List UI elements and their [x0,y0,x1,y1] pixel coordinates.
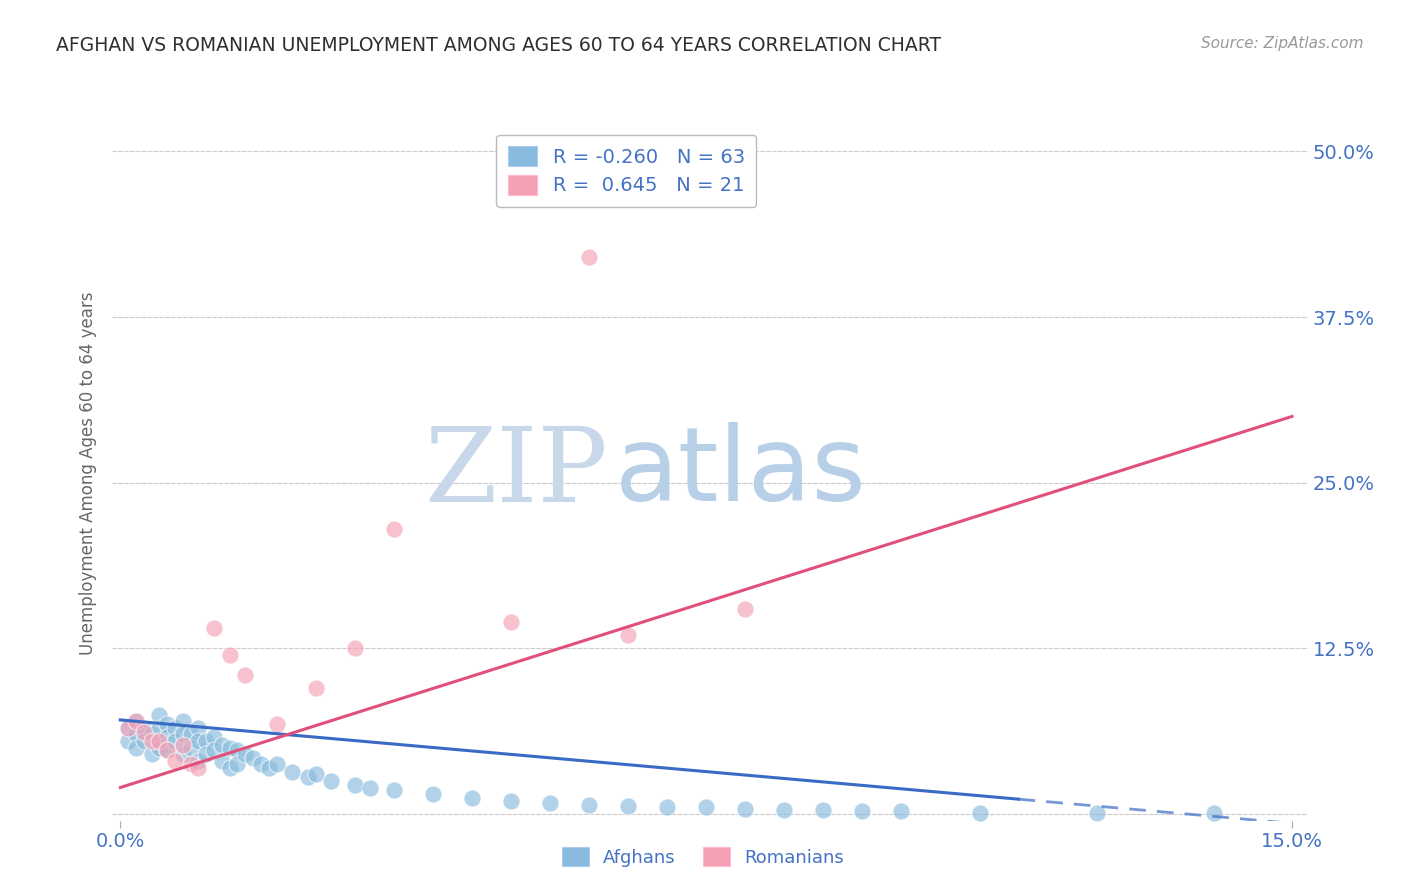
Point [132,721,155,735]
Point [233,668,256,682]
Point [187,754,209,768]
Point [343,778,366,792]
Point [382,522,405,536]
Point [172,747,194,762]
Point [211,754,233,768]
Point [617,628,640,642]
Point [226,743,249,757]
Point [890,805,912,819]
Text: atlas: atlas [614,422,866,524]
Point [117,721,139,735]
Point [180,756,202,771]
Point [187,761,209,775]
Text: AFGHAN VS ROMANIAN UNEMPLOYMENT AMONG AGES 60 TO 64 YEARS CORRELATION CHART: AFGHAN VS ROMANIAN UNEMPLOYMENT AMONG AG… [56,36,942,54]
Point [242,751,264,765]
Point [132,724,155,739]
Legend: Afghans, Romanians: Afghans, Romanians [554,840,852,874]
Point [156,717,179,731]
Point [499,794,522,808]
Point [218,740,240,755]
Point [655,800,678,814]
Point [172,727,194,741]
Point [163,754,186,768]
Point [233,747,256,762]
Point [321,773,343,788]
Point [156,730,179,744]
Point [578,251,600,265]
Point [422,787,444,801]
Point [148,740,170,755]
Point [163,734,186,748]
Point [156,743,179,757]
Point [257,761,280,775]
Point [187,734,209,748]
Point [538,797,561,811]
Point [125,714,148,729]
Point [304,767,326,781]
Point [297,770,319,784]
Point [172,738,194,752]
Point [1085,805,1108,820]
Point [851,805,873,819]
Point [180,727,202,741]
Point [180,740,202,755]
Point [304,681,326,695]
Point [125,714,148,729]
Point [343,641,366,656]
Point [734,802,756,816]
Point [195,747,218,762]
Point [156,743,179,757]
Point [266,756,288,771]
Point [218,648,240,662]
Point [226,756,249,771]
Point [617,799,640,814]
Point [202,730,225,744]
Point [202,622,225,636]
Point [141,734,163,748]
Point [141,727,163,741]
Y-axis label: Unemployment Among Ages 60 to 64 years: Unemployment Among Ages 60 to 64 years [79,291,97,655]
Point [266,717,288,731]
Legend: R = -0.260   N = 63, R =  0.645   N = 21: R = -0.260 N = 63, R = 0.645 N = 21 [496,135,756,207]
Text: Source: ZipAtlas.com: Source: ZipAtlas.com [1201,36,1364,51]
Point [172,714,194,729]
Point [132,734,155,748]
Point [281,764,304,779]
Point [187,721,209,735]
Point [499,615,522,629]
Point [125,727,148,741]
Point [218,761,240,775]
Point [695,800,717,814]
Point [969,805,991,820]
Point [1202,805,1225,820]
Point [195,734,218,748]
Point [211,738,233,752]
Text: ZIP: ZIP [425,422,609,524]
Point [125,740,148,755]
Point [117,734,139,748]
Point [148,734,170,748]
Point [148,707,170,722]
Point [578,797,600,812]
Point [382,783,405,797]
Point [117,721,139,735]
Point [734,601,756,615]
Point [141,747,163,762]
Point [461,791,484,805]
Point [773,803,796,817]
Point [250,756,273,771]
Point [202,743,225,757]
Point [163,721,186,735]
Point [813,803,835,817]
Point [359,780,381,795]
Point [148,721,170,735]
